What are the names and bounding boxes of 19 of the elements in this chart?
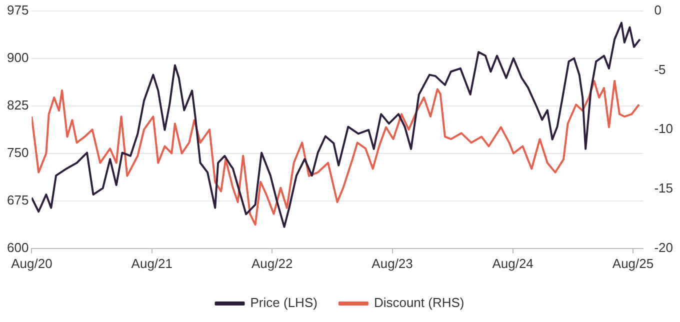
y-tick-label: 900: [6, 50, 29, 65]
x-tick-label: Aug/22: [251, 256, 293, 271]
y2-tick-label: 0: [654, 2, 662, 18]
x-tick-label: Aug/21: [131, 256, 172, 271]
y-tick-label: 750: [6, 144, 29, 160]
y2-tick-label: -15: [654, 180, 674, 196]
x-tick-label: Aug/20: [11, 256, 52, 271]
y-tick-label: 825: [6, 97, 29, 112]
legend-label: Price (LHS): [250, 295, 318, 310]
y-tick-label: 600: [6, 240, 29, 255]
y2-tick-label: -10: [654, 121, 674, 136]
y2-tick-label: -5: [654, 62, 666, 77]
y-tick-label: 975: [6, 2, 29, 18]
y-tick-label: 675: [6, 192, 29, 208]
y2-tick-label: -20: [654, 240, 674, 255]
x-tick-label: Aug/24: [492, 256, 534, 271]
x-tick-label: Aug/25: [612, 256, 654, 271]
legend-label: Discount (RHS): [374, 295, 464, 310]
x-tick-label: Aug/23: [372, 256, 413, 271]
